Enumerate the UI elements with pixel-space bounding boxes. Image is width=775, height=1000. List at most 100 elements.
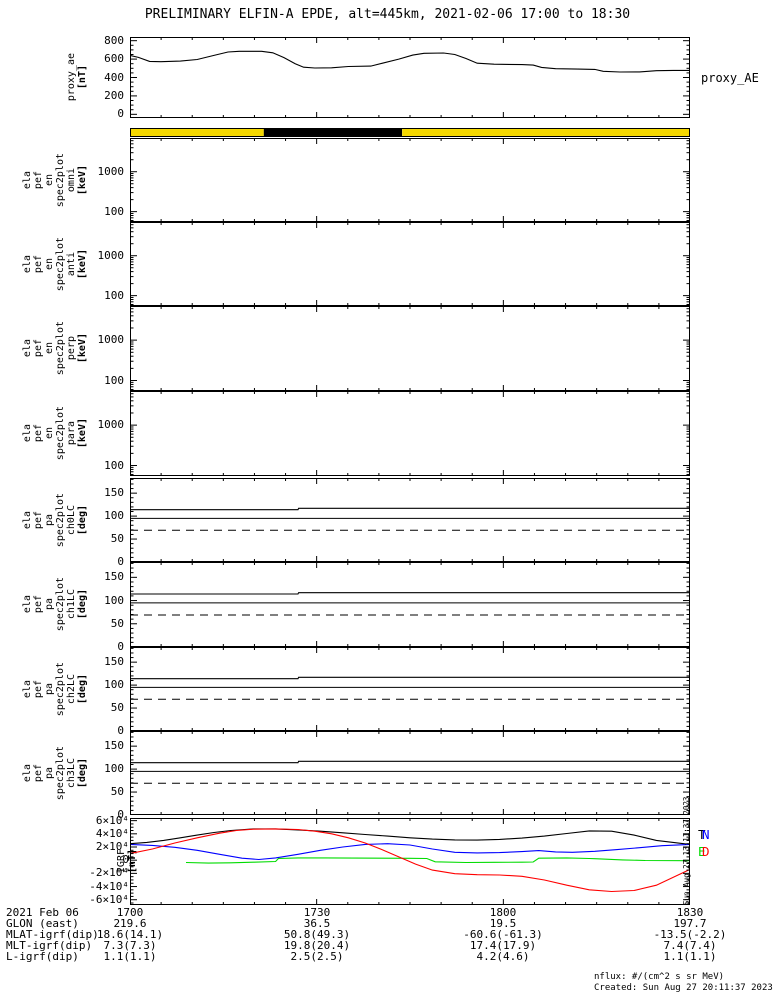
annotation-value: 4.2(4.6) [476,950,530,963]
y-tick-labels-spec-omni: 100 1000 [0,138,126,222]
y-tick-label: 800 [104,33,124,47]
annotation-row: MLAT-igrf(dip) 18.6(14.1) 50.8(49.3) -60.6(… [0,929,775,940]
created-timestamp: Created: Sun Aug 27 20:11:37 2023 [594,983,773,993]
side-created-timestamp: Sun Aug 27 13:11:37 2023 [682,796,691,905]
y-tick-label: -2×10⁴ [89,866,129,880]
y-tick-label: 0 [117,555,124,568]
annotation-row-label: L-igrf(dip) [6,950,79,963]
nflux-units-note: nflux: #/(cm^2 s sr MeV) [594,972,725,982]
y-tick-label: 0 [117,808,124,821]
y-tick-labels-pa-ch1lc: 0 50 100 150 [0,562,126,653]
annotation-row: GLON (east) 219.6 36.5 19.5 197.7 [0,918,775,929]
y-tick-label: -6×10⁴ [89,892,129,906]
y-tick-label: 1000 [97,418,125,432]
annotation-row-label: MLAT-igrf(dip) [6,928,99,941]
annotation-row-label: GLON (east) [6,917,79,930]
annotation-value: 17.4(17.9) [469,939,537,952]
y-tick-label: 400 [104,70,124,84]
annotation-row: 2021 Feb 06 1700 1730 1800 1830 [0,907,775,918]
spec-omni-plot [130,138,690,222]
spec-anti-plot [130,222,690,306]
spec-perp-plot [130,306,690,391]
pa-ch0lc-plot [130,478,690,562]
y-tick-label: 1000 [97,333,125,347]
y-tick-label: 150 [104,655,124,669]
y-tick-label: 2×10⁴ [95,840,129,853]
annotation-value: 18.6(14.1) [96,928,164,941]
panel-igrf: IGRF [nT] 6×10⁴ 4×10⁴ 2×10⁴ 0 -2×10⁴ -4×10⁴ -6×… [0,813,775,906]
annotation-row: MLT-igrf(dip) 7.3(7.3) 19.8(20.4) 17.4(17.9… [0,940,775,951]
annotation-value: 2.5(2.5) [290,950,344,963]
y-tick-label: 600 [104,52,124,66]
y-tick-label: 100 [104,288,124,302]
panel-pa-ch0lc: ela pef pa spec2plot ch0LC [deg] 0 50 100 150 [0,478,775,568]
y-tick-label: 100 [104,204,124,218]
y-tick-label: 0 [122,853,129,867]
y-tick-labels-pa-ch3lc: 0 50 100 150 [0,731,126,821]
panel-pa-ch2lc: ela pef pa spec2plot ch2LC [deg] 0 50 100 150 [0,647,775,737]
panel-availability-bar [0,128,775,137]
y-tick-label: 50 [110,532,124,545]
y-tick-label: 150 [104,486,124,500]
annotation-value: 1830 [676,906,704,919]
y-tick-label: 4×10⁴ [95,826,129,840]
panel-pa-ch3lc: ela pef pa spec2plot ch3LC [deg] 0 50 100 150 [0,731,775,821]
footer: nflux: #/(cm^2 s sr MeV) Created: Sun Au… [594,972,773,994]
y-tick-label: 1000 [97,164,125,178]
annotation-row: L-igrf(dip) 1.1(1.1) 2.5(2.5) 4.2(4.6) 1.1(1… [0,951,775,962]
annotation-value: 1.1(1.1) [663,950,717,963]
y-tick-label: 100 [104,373,124,387]
y-tick-label: 0 [117,724,124,737]
annotation-value: 7.4(7.4) [663,939,717,952]
annotation-row-label: MLT-igrf(dip) [6,939,93,952]
panel-spec-perp: ela pef en spec2plot perp [keV] 100 1000 [0,306,775,391]
bottom-annotations: 2021 Feb 06 1700 1730 1800 1830 GLON (east) 21… [0,907,775,965]
pa-ch2lc-plot [130,647,690,731]
annotation-value: 1730 [303,906,331,919]
panel-spec-para: ela pef en spec2plot para [keV] 100 1000 [0,391,775,476]
annotation-value: 50.8(49.3) [283,928,351,941]
annotation-value: -13.5(-2.2) [653,928,727,941]
y-tick-label: 100 [104,509,124,523]
pa-ch1lc-plot [130,562,690,647]
panel-pa-ch1lc: ela pef pa spec2plot ch1LC [deg] 0 50 100 150 [0,562,775,653]
y-tick-label: 6×10⁴ [95,813,129,827]
annotation-value: 197.7 [673,917,707,930]
y-tick-label: 100 [104,762,124,776]
igrf-legend-letter-e: E [698,844,706,859]
annotation-value: -60.6(-61.3) [463,928,543,941]
proxy-ae-right-label: proxy_AE [701,70,759,85]
y-tick-label: -4×10⁴ [89,879,129,893]
annotation-value: 19.8(20.4) [283,939,351,952]
spec-para-plot [130,391,690,476]
availability-bar [130,128,690,137]
y-tick-label: 1000 [97,248,125,262]
y-tick-labels-spec-anti: 100 1000 [0,222,126,306]
y-tick-label: 50 [110,616,124,630]
y-tick-label: 0 [117,640,124,653]
panel-spec-omni: ela pef en spec2plot omni [keV] 100 1000 [0,138,775,222]
igrf-plot [130,818,690,905]
annotation-row-label: 2021 Feb 06 [6,906,79,919]
panel-spec-anti: ela pef en spec2plot anti [keV] 100 1000 [0,222,775,306]
y-tick-labels-igrf: 6×10⁴ 4×10⁴ 2×10⁴ 0 -2×10⁴ -4×10⁴ -6×10⁴ [0,813,131,906]
y-tick-labels-pa-ch2lc: 0 50 100 150 [0,647,126,737]
y-tick-label: 50 [110,785,124,798]
plot-title: PRELIMINARY ELFIN-A EPDE, alt=445km, 202… [144,7,631,22]
annotation-value: 1800 [489,906,517,919]
y-tick-labels-proxy-ae: 0 200 400 600 800 [0,33,126,121]
y-tick-labels-spec-perp: 100 1000 [0,306,126,391]
y-tick-label: 50 [110,701,124,714]
annotation-value: 219.6 [113,917,147,930]
y-tick-label: 100 [104,678,124,692]
panel-proxy-ae: proxy_ae [nT] 0 200 400 600 800 proxy_AE [0,33,775,121]
igrf-legend-letter-d: D [702,844,710,859]
annotation-value: 1.1(1.1) [103,950,157,963]
y-tick-labels-pa-ch0lc: 0 50 100 150 [0,478,126,568]
y-tick-label: 100 [104,458,124,472]
annotation-value: 7.3(7.3) [103,939,157,952]
y-tick-label: 0 [117,107,124,121]
igrf-legend-letter-t: T [698,827,706,842]
